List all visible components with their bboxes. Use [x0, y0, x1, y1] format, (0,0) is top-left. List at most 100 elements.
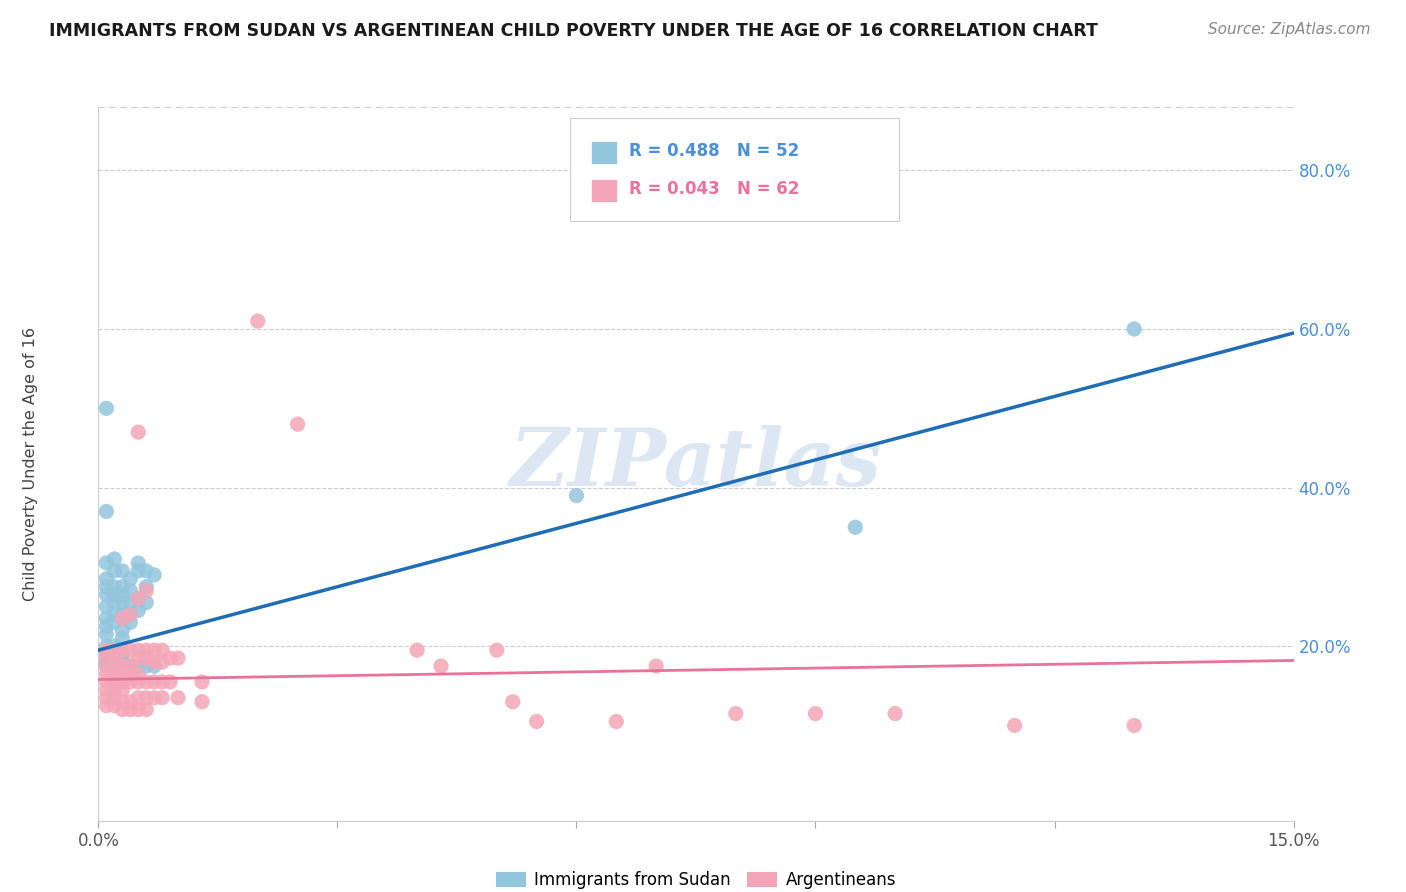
Point: [135, 583, 157, 598]
Point: [111, 588, 134, 602]
Text: ZIPatlas: ZIPatlas: [510, 425, 882, 502]
Point: [191, 674, 214, 689]
Point: [127, 591, 149, 606]
Point: [804, 706, 827, 721]
Point: [103, 667, 125, 681]
Point: [111, 674, 134, 689]
Point: [96, 627, 118, 641]
Point: [111, 624, 134, 638]
Point: [103, 615, 125, 630]
Point: [485, 643, 508, 657]
Point: [96, 619, 118, 633]
Point: [96, 698, 118, 713]
Point: [103, 659, 125, 673]
Point: [159, 674, 181, 689]
Point: [127, 591, 149, 606]
Point: [120, 583, 142, 598]
Point: [191, 695, 214, 709]
Point: [135, 674, 157, 689]
Point: [430, 659, 453, 673]
Point: [111, 703, 134, 717]
Text: Source: ZipAtlas.com: Source: ZipAtlas.com: [1208, 22, 1371, 37]
Point: [96, 639, 118, 653]
Point: [135, 651, 157, 665]
Point: [167, 690, 190, 705]
Point: [150, 643, 173, 657]
Point: [143, 655, 166, 669]
Text: Child Poverty Under the Age of 16: Child Poverty Under the Age of 16: [24, 326, 38, 601]
Point: [96, 690, 118, 705]
Point: [120, 643, 142, 657]
Point: [135, 564, 157, 578]
Point: [502, 695, 524, 709]
Point: [103, 674, 125, 689]
FancyBboxPatch shape: [591, 179, 617, 202]
Point: [111, 580, 134, 594]
Point: [135, 643, 157, 657]
Point: [103, 651, 125, 665]
Point: [96, 651, 118, 665]
Point: [143, 690, 166, 705]
Point: [103, 643, 125, 657]
Point: [96, 674, 118, 689]
Point: [135, 703, 157, 717]
Point: [120, 607, 142, 622]
Point: [96, 401, 118, 416]
Point: [120, 659, 142, 673]
Point: [135, 690, 157, 705]
Point: [103, 639, 125, 653]
Point: [724, 706, 747, 721]
Point: [103, 596, 125, 610]
Point: [127, 690, 149, 705]
Point: [96, 655, 118, 669]
Point: [565, 489, 588, 503]
Point: [111, 611, 134, 625]
Point: [96, 599, 118, 614]
Point: [120, 695, 142, 709]
Point: [96, 682, 118, 697]
Point: [127, 674, 149, 689]
Point: [884, 706, 907, 721]
Point: [127, 425, 149, 439]
Point: [120, 674, 142, 689]
Point: [103, 552, 125, 566]
Point: [103, 682, 125, 697]
Point: [111, 643, 134, 657]
Text: R = 0.043   N = 62: R = 0.043 N = 62: [628, 180, 800, 198]
Point: [645, 659, 668, 673]
Point: [287, 417, 309, 432]
Point: [96, 504, 118, 518]
Point: [120, 615, 142, 630]
Point: [143, 567, 166, 582]
Point: [96, 659, 118, 673]
Point: [103, 564, 125, 578]
FancyBboxPatch shape: [571, 118, 900, 221]
Point: [143, 674, 166, 689]
Point: [111, 659, 134, 673]
Point: [120, 703, 142, 717]
Point: [143, 659, 166, 673]
Point: [143, 643, 166, 657]
Point: [96, 556, 118, 570]
Point: [127, 564, 149, 578]
Point: [103, 580, 125, 594]
Point: [159, 651, 181, 665]
Point: [111, 659, 134, 673]
Point: [111, 596, 134, 610]
Point: [111, 667, 134, 681]
Point: [135, 659, 157, 673]
Point: [127, 651, 149, 665]
Point: [96, 572, 118, 586]
Point: [103, 651, 125, 665]
Point: [150, 655, 173, 669]
Point: [127, 643, 149, 657]
Point: [111, 607, 134, 622]
Point: [526, 714, 548, 729]
Point: [135, 580, 157, 594]
Point: [127, 556, 149, 570]
Point: [96, 588, 118, 602]
Point: [111, 695, 134, 709]
Point: [135, 596, 157, 610]
Point: [127, 603, 149, 617]
Point: [844, 520, 866, 534]
